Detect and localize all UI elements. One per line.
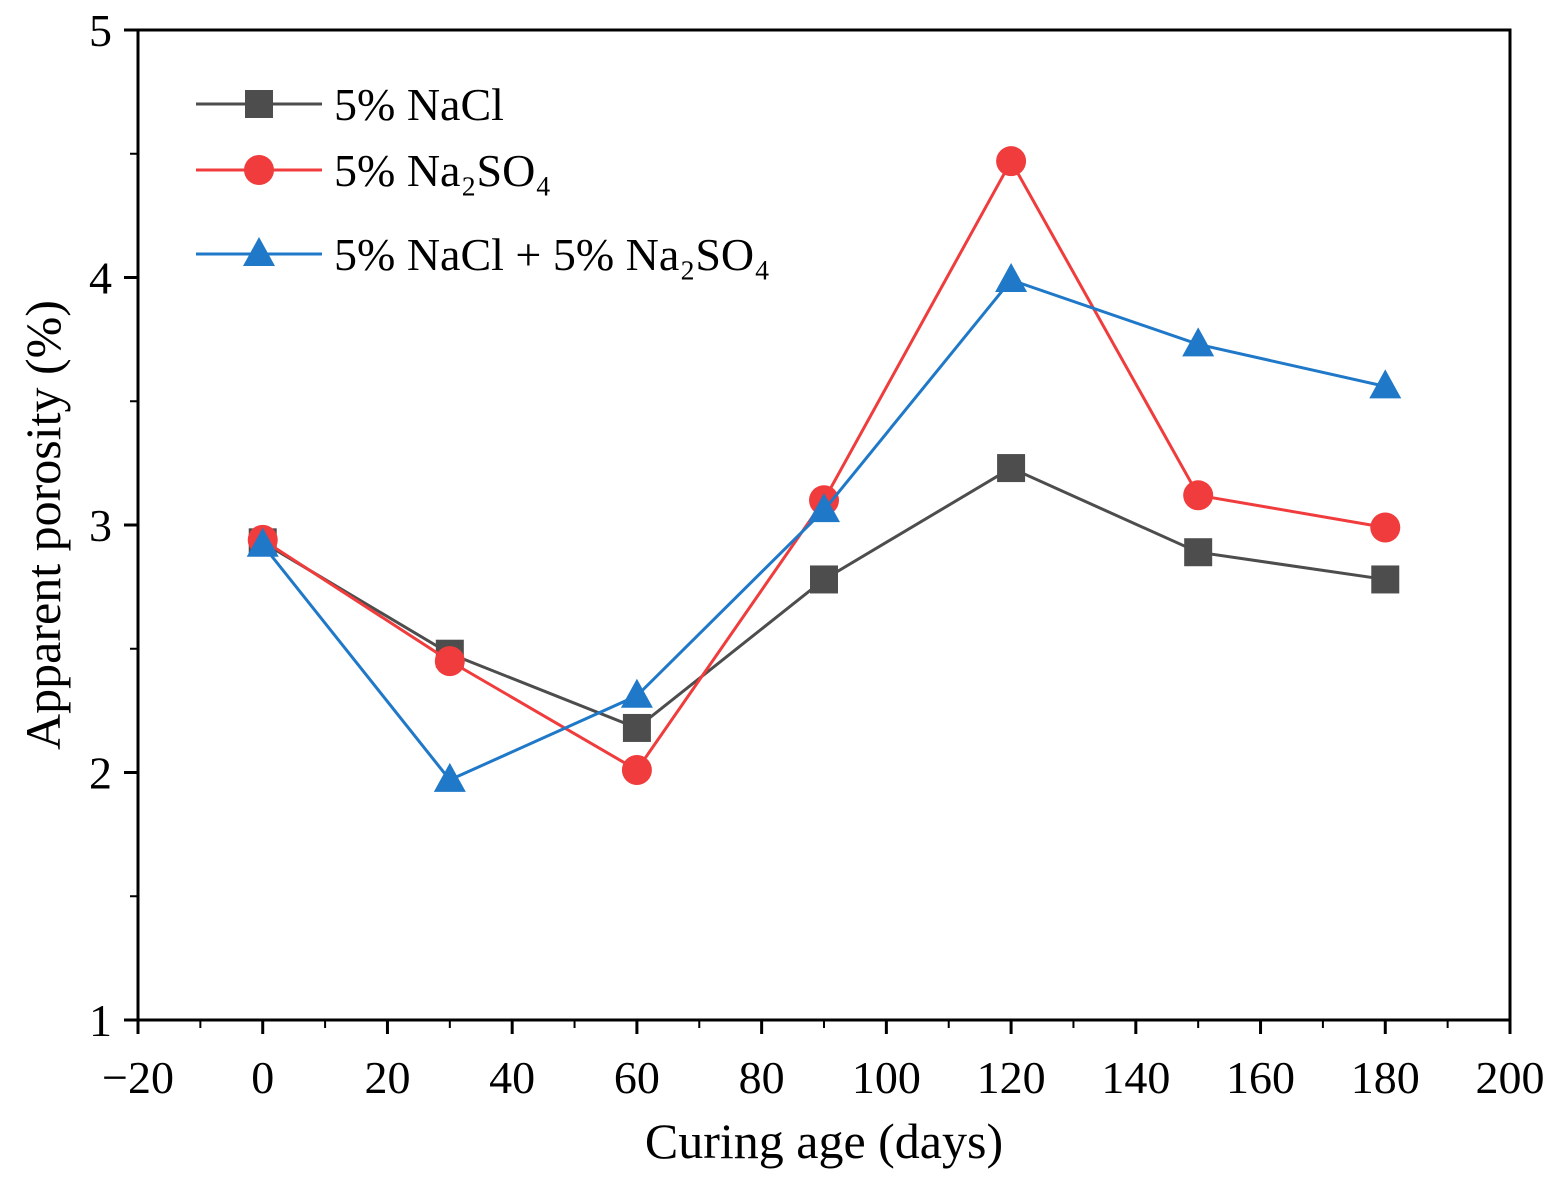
x-tick-label: 200: [1476, 1052, 1545, 1103]
data-point: [810, 565, 838, 594]
legend-marker: [245, 90, 273, 118]
legend-marker: [243, 237, 275, 266]
x-tick-label: 0: [251, 1052, 274, 1103]
x-axis: −20 0 20 40 60 80 100 120 140 160 180 200: [102, 1020, 1545, 1103]
legend-label: 5% NaCl: [334, 79, 504, 130]
legend: 5% NaCl 5% Na₂SO₄ 5% NaCl + 5% Na₂SO₄: [196, 79, 770, 280]
y-tick-label: 5: [89, 5, 112, 56]
x-tick-label: 100: [852, 1052, 921, 1103]
data-point: [1182, 327, 1215, 357]
x-tick-label: 80: [739, 1052, 785, 1103]
x-tick-label: 140: [1101, 1052, 1170, 1103]
data-point: [621, 755, 652, 786]
data-point: [997, 454, 1026, 483]
legend-marker: [244, 155, 274, 185]
series-line: [261, 278, 1386, 782]
data-point: [808, 493, 840, 523]
x-tick-label: 120: [977, 1052, 1046, 1103]
data-point: [433, 762, 466, 792]
y-axis-title: Apparent porosity (%): [15, 300, 71, 750]
legend-item-2: 5% Na₂SO₄: [196, 145, 551, 196]
x-tick-label: 60: [614, 1052, 660, 1103]
legend-item-1: 5% NaCl: [196, 79, 504, 130]
y-tick-label: 2: [89, 748, 112, 799]
data-point: [995, 262, 1028, 292]
x-tick-label: 40: [489, 1052, 535, 1103]
data-point: [246, 527, 279, 557]
data-point: [1369, 369, 1402, 399]
data-point: [620, 678, 653, 708]
y-axis: 1 2 3 4 5: [89, 5, 138, 1046]
data-point: [1184, 538, 1213, 567]
data-point: [622, 713, 651, 742]
x-tick-label: 20: [364, 1052, 410, 1103]
legend-label: 5% NaCl + 5% Na₂SO₄: [334, 229, 770, 280]
data-point: [996, 146, 1027, 177]
x-tick-label: 180: [1351, 1052, 1420, 1103]
y-tick-label: 1: [89, 995, 112, 1046]
data-point: [1183, 480, 1214, 511]
data-point: [1371, 565, 1400, 594]
series-3: [246, 262, 1402, 792]
x-tick-label: 160: [1226, 1052, 1295, 1103]
data-point: [434, 646, 465, 677]
legend-item-3: 5% NaCl + 5% Na₂SO₄: [196, 229, 770, 280]
legend-label: 5% Na₂SO₄: [334, 145, 551, 196]
data-point: [1370, 512, 1401, 543]
y-tick-label: 4: [89, 253, 112, 304]
series-layer: [246, 146, 1402, 792]
x-axis-title: Curing age (days): [645, 1113, 1003, 1169]
y-tick-label: 3: [89, 500, 112, 551]
x-tick-label: −20: [102, 1052, 174, 1103]
